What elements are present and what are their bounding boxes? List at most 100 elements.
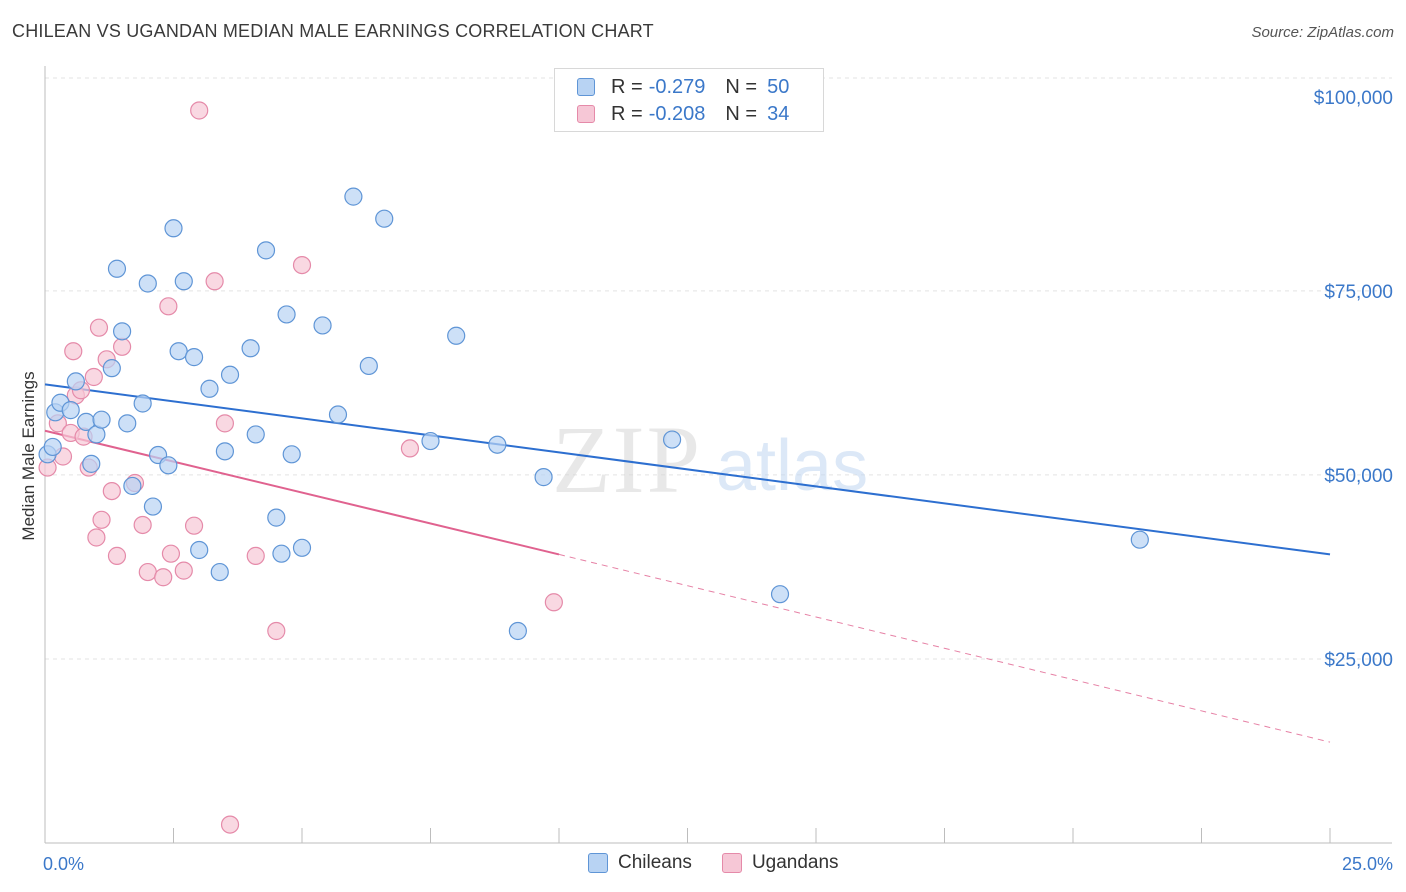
point-chileans bbox=[190, 540, 209, 560]
y-tick-label: $25,000 bbox=[1324, 650, 1393, 671]
point-chileans bbox=[256, 241, 276, 260]
point-chileans bbox=[92, 410, 111, 429]
point-ugandans bbox=[161, 544, 181, 563]
point-chileans bbox=[123, 476, 142, 496]
legend-swatch-ugandans bbox=[721, 853, 742, 873]
point-chileans bbox=[344, 187, 363, 206]
legend-r-value: -0.208 bbox=[648, 102, 706, 125]
point-chileans bbox=[133, 394, 152, 413]
point-chileans bbox=[241, 339, 260, 358]
point-chileans bbox=[534, 468, 553, 487]
point-ugandans bbox=[102, 482, 121, 501]
data-points bbox=[38, 101, 1149, 834]
point-chileans bbox=[43, 437, 62, 457]
point-ugandans bbox=[246, 546, 265, 565]
point-chileans bbox=[210, 562, 229, 582]
point-chileans bbox=[143, 497, 163, 516]
y-tick-label: $100,000 bbox=[1314, 88, 1393, 109]
point-ugandans bbox=[159, 297, 178, 316]
point-ugandans bbox=[190, 101, 209, 120]
point-chileans bbox=[313, 316, 332, 335]
point-chileans bbox=[174, 272, 193, 291]
point-chileans bbox=[421, 431, 440, 451]
point-chileans bbox=[107, 259, 127, 278]
legend-label-ugandans: Ugandans bbox=[751, 852, 839, 873]
x-tick-label: 0.0% bbox=[43, 854, 84, 874]
grid-lines bbox=[45, 77, 1392, 660]
point-ugandans bbox=[84, 367, 103, 387]
point-chileans bbox=[447, 326, 466, 345]
legend-n-label: N = bbox=[725, 102, 758, 125]
legend-r-label: R = bbox=[611, 75, 643, 98]
point-chileans bbox=[508, 621, 527, 641]
point-chileans bbox=[164, 219, 183, 238]
legend-r-label: R = bbox=[611, 102, 643, 125]
point-ugandans bbox=[292, 255, 312, 275]
legend-row-chileans: R = -0.279 N = 50 bbox=[577, 74, 789, 100]
y-axis-label: Median Male Earnings bbox=[19, 371, 38, 540]
point-chileans bbox=[662, 430, 682, 449]
y-tick-labels: $25,000 $50,000 $75,000 $100,000 bbox=[1314, 88, 1393, 671]
point-chileans bbox=[1130, 530, 1149, 549]
point-chileans bbox=[375, 209, 394, 228]
point-ugandans bbox=[92, 510, 111, 529]
chart-title: CHILEAN VS UGANDAN MEDIAN MALE EARNINGS … bbox=[12, 21, 654, 41]
point-chileans bbox=[82, 454, 101, 473]
legend-n-label: N = bbox=[725, 75, 758, 98]
source-label: Source: ZipAtlas.com bbox=[1251, 24, 1394, 41]
legend-n-value: 34 bbox=[767, 102, 790, 125]
point-chileans bbox=[359, 356, 378, 376]
y-tick-label: $50,000 bbox=[1324, 466, 1393, 487]
trend-line-ugandans-extension bbox=[558, 553, 1331, 743]
point-chileans bbox=[246, 425, 265, 444]
x-tick-labels: 0.0% 25.0% bbox=[43, 854, 1393, 874]
legend-swatch-ugandans bbox=[577, 105, 595, 123]
point-chileans bbox=[220, 365, 240, 384]
point-chileans bbox=[66, 372, 85, 391]
legend-label-chileans: Chileans bbox=[618, 852, 692, 873]
point-ugandans bbox=[220, 815, 240, 834]
x-tick-label: 25.0% bbox=[1342, 854, 1393, 874]
watermark-atlas: atlas bbox=[716, 426, 868, 506]
point-ugandans bbox=[174, 561, 193, 580]
point-ugandans bbox=[184, 516, 204, 535]
point-chileans bbox=[138, 274, 157, 293]
point-ugandans bbox=[133, 515, 152, 535]
watermark: ZIP atlas bbox=[552, 406, 868, 513]
point-chileans bbox=[102, 359, 121, 378]
y-tick-label: $75,000 bbox=[1324, 282, 1393, 303]
point-chileans bbox=[282, 445, 301, 464]
point-ugandans bbox=[87, 528, 106, 547]
legend-swatch-chileans bbox=[588, 853, 608, 873]
trend-line-chileans bbox=[44, 383, 1331, 556]
series-legend: Chileans Ugandans bbox=[588, 852, 869, 874]
point-chileans bbox=[272, 544, 291, 563]
trend-lines bbox=[44, 383, 1331, 743]
point-ugandans bbox=[400, 439, 420, 458]
point-chileans bbox=[61, 401, 80, 420]
legend-item-ugandans[interactable]: Ugandans bbox=[721, 852, 839, 874]
point-ugandans bbox=[64, 342, 83, 361]
legend-n-value: 50 bbox=[767, 75, 790, 98]
point-ugandans bbox=[205, 272, 224, 291]
point-ugandans bbox=[215, 414, 234, 433]
correlation-legend: R = -0.279 N = 50 R = -0.208 N = 34 bbox=[554, 68, 824, 132]
point-ugandans bbox=[544, 593, 563, 612]
legend-row-ugandans: R = -0.208 N = 34 bbox=[577, 101, 789, 127]
point-chileans bbox=[118, 414, 137, 433]
point-ugandans bbox=[154, 568, 173, 587]
point-chileans bbox=[215, 442, 234, 461]
point-chileans bbox=[770, 585, 790, 604]
point-chileans bbox=[112, 322, 132, 341]
point-chileans bbox=[488, 435, 507, 454]
point-ugandans bbox=[112, 337, 132, 356]
point-ugandans bbox=[138, 562, 157, 582]
point-chileans bbox=[267, 508, 286, 527]
point-ugandans bbox=[267, 621, 286, 641]
trend-line-ugandans bbox=[44, 429, 560, 556]
point-chileans bbox=[159, 456, 178, 475]
point-chileans bbox=[292, 538, 312, 557]
legend-item-chileans[interactable]: Chileans bbox=[588, 852, 692, 874]
legend-r-value: -0.279 bbox=[648, 75, 706, 98]
